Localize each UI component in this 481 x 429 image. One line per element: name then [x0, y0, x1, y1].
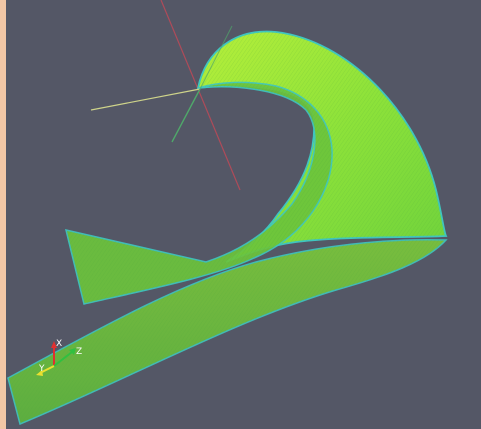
orientation-y-axis [39, 365, 55, 374]
3d-viewport[interactable]: X Z Y [6, 0, 481, 429]
center-axis-z-line-back [199, 25, 233, 90]
orientation-x-label: X [56, 339, 62, 349]
render-canvas[interactable]: X Z Y [6, 0, 481, 429]
orientation-z-axis [53, 351, 73, 367]
center-axis-y-line [90, 88, 201, 111]
orientation-z-label: Z [76, 347, 82, 357]
center-axis-z-line [171, 88, 201, 143]
orientation-x-cone [51, 341, 57, 348]
orientation-z-cone [69, 348, 76, 355]
orientation-y-label: Y [38, 364, 45, 374]
ribbon-inner-mesh [66, 82, 333, 304]
orientation-y-cone [36, 370, 43, 376]
orientation-axes-widget: X Z Y [36, 339, 82, 376]
center-axis-x-line [160, 0, 241, 191]
ribbon-lower-mesh [8, 239, 446, 424]
